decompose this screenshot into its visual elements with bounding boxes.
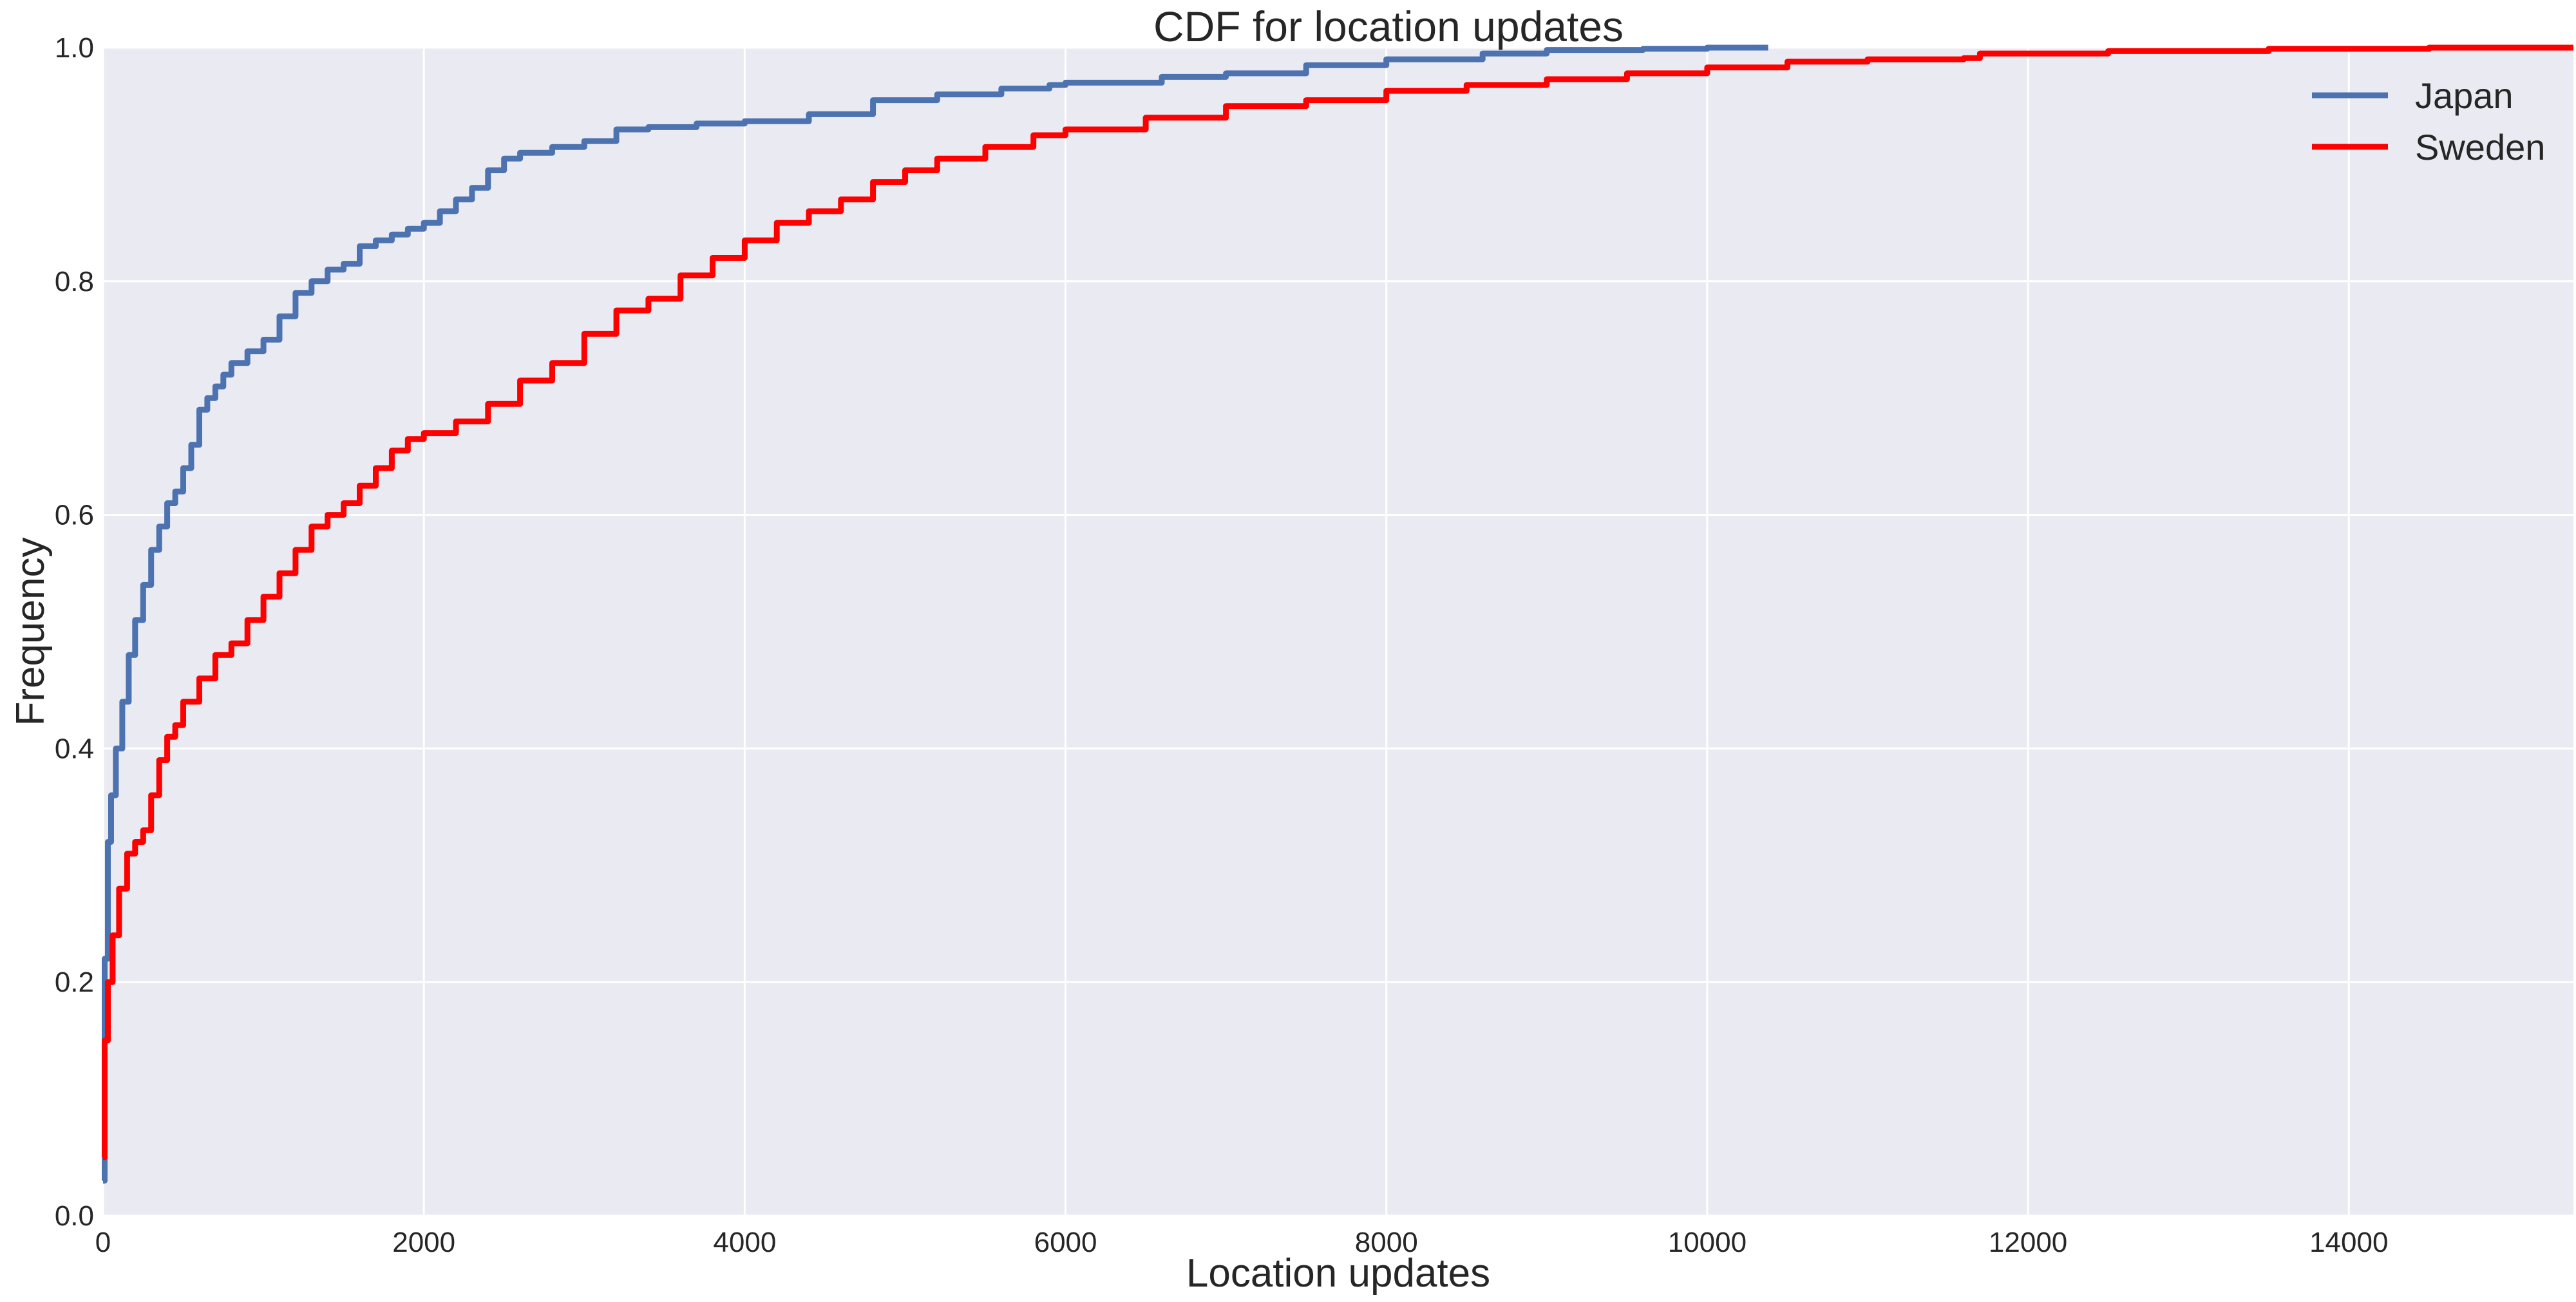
legend: Japan Sweden (2312, 75, 2545, 167)
y-tick-label: 0.6 (55, 500, 94, 531)
y-axis-label: Frequency (8, 538, 53, 726)
series-lines (102, 44, 2573, 1184)
plot-background (103, 48, 2573, 1216)
x-tick-label: 10000 (1668, 1227, 1747, 1258)
x-tick-label: 2000 (392, 1227, 455, 1258)
x-tick-label: 4000 (713, 1227, 776, 1258)
legend-label-japan: Japan (2415, 75, 2514, 116)
y-tick-label: 0.8 (55, 266, 94, 297)
x-tick-label: 14000 (2309, 1227, 2388, 1258)
x-tick-label: 8000 (1355, 1227, 1418, 1258)
x-axis-label: Location updates (1186, 1251, 1490, 1296)
x-tick-label: 0 (95, 1227, 111, 1258)
grid-lines (102, 46, 2573, 1217)
series-line-sweden (102, 44, 2573, 1160)
series-line-japan (102, 44, 1768, 1184)
x-tick-label: 12000 (1989, 1227, 2067, 1258)
y-tick-label: 0.4 (55, 733, 94, 764)
x-tick-label: 6000 (1034, 1227, 1097, 1258)
y-tick-label: 0.0 (55, 1200, 94, 1232)
y-tick-label: 0.2 (55, 967, 94, 998)
chart-title: CDF for location updates (1153, 3, 1624, 50)
y-tick-label: 1.0 (55, 32, 94, 64)
legend-label-sweden: Sweden (2415, 127, 2545, 167)
tick-labels: 0 2000 4000 6000 8000 10000 12000 14000 0.0 0.2 0.… (55, 32, 2389, 1258)
